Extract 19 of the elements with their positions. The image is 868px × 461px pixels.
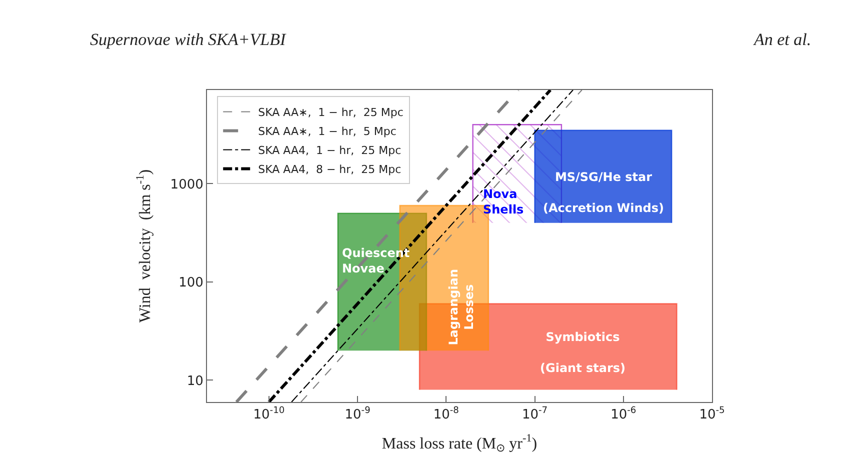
legend-label: SKA AA4, 8 − hr, 25 Mpc xyxy=(258,163,402,176)
x-tick-label: 10$^{-9}$ xyxy=(344,406,371,423)
x-tick-label: 10$^{-8}$ xyxy=(433,406,460,423)
x-tick-label: 10$^{-7}$ xyxy=(522,406,548,423)
text: Supernovae with SKA+VLBI xyxy=(90,30,287,49)
legend-label: SKA AA∗, 1 − hr, 25 Mpc xyxy=(258,106,404,120)
text: An et al. xyxy=(753,30,812,49)
x-tick-label: 10$^{-6}$ xyxy=(610,406,636,423)
text: MS/SG/He star (Accretion Winds) xyxy=(543,170,664,216)
legend-label: SKA AA∗, 1 − hr, 5 Mpc xyxy=(258,125,396,138)
legend-label: SKA AA4, 1 − hr, 25 Mpc xyxy=(258,144,402,158)
y-tick-label: 100 xyxy=(178,276,204,291)
x-tick-label: 10$^{-10}$ xyxy=(253,406,285,423)
text: Symbiotics (Giant stars) xyxy=(540,330,626,376)
y-tick-label: 10 xyxy=(186,374,204,389)
x-axis-title: Mass loss rate (M$_{⊙}$ yr$^{-1}$) xyxy=(382,432,538,455)
y-tick-label: 1000 xyxy=(170,177,204,192)
x-tick-label: 10$^{-5}$ xyxy=(699,406,725,423)
annotation: Lagrangian Losses xyxy=(446,269,476,346)
